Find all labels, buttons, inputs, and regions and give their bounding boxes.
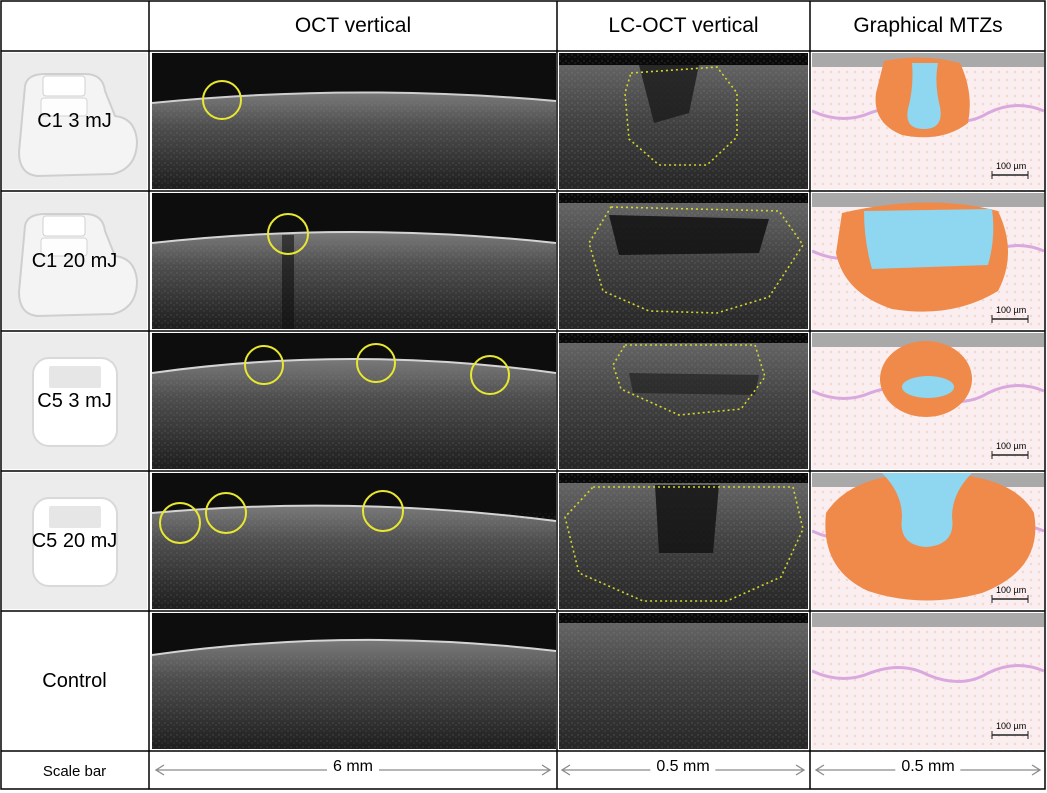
scale-arrows [154,764,1042,776]
mtz-diagram-c1-3mj: 100 µm [812,53,1044,189]
oct-image-control [152,613,556,749]
row-label-c1-3mj: C1 3 mJ [0,51,149,191]
lcoct-image-c1-3mj [559,53,808,189]
header-lcoct-vertical: LC-OCT vertical [608,14,759,37]
row-label-c5-20mj: C5 20 mJ [0,471,149,611]
mtz-scale-label: 100 µm [996,161,1026,171]
lcoct-image-c1-20mj [559,193,808,329]
header-graphical-mtzs: Graphical MTZs [853,14,1003,37]
mtz-diagram-control: 100 µm [812,613,1044,749]
lcoct-image-c5-3mj [559,333,808,469]
oct-scale-value: 6 mm [327,758,379,776]
lcoct-image-control [559,613,808,749]
row-label-c1-20mj: C1 20 mJ [0,191,149,331]
row-label-text: C1 20 mJ [31,249,118,272]
oct-image-c1-3mj [152,53,556,189]
row-label-text: C5 3 mJ [37,389,112,412]
oct-image-c5-3mj [152,333,556,469]
mtz-scale-label: 100 µm [996,721,1026,731]
row-label-text: C1 3 mJ [37,109,112,132]
lcoct-scale-value: 0.5 mm [650,758,716,776]
row-label-text: C5 20 mJ [31,529,118,552]
mtz-scale-label: 100 µm [996,585,1026,595]
mtz-scale-label: 100 µm [996,441,1026,451]
row-label-c5-3mj: C5 3 mJ [0,331,149,471]
header-oct-vertical: OCT vertical [294,14,412,37]
mtz-diagram-c5-3mj: 100 µm [812,333,1044,469]
row-label-control: Control [0,611,149,751]
mtz-diagram-c1-20mj: 100 µm [812,193,1044,329]
mtz-scale-label: 100 µm [996,305,1026,315]
lcoct-image-c5-20mj [559,473,808,609]
row-label-text: Control [42,669,107,692]
oct-image-c1-20mj [152,193,556,329]
oct-image-c5-20mj [152,473,556,609]
mtz-scale-value: 0.5 mm [895,758,961,776]
mtz-diagram-c5-20mj: 100 µm [812,473,1044,609]
